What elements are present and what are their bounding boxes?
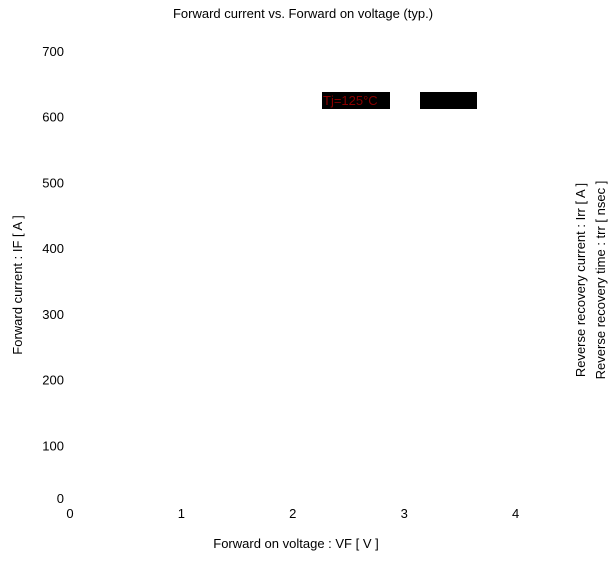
y-tick-label: 300 bbox=[42, 307, 64, 322]
y-tick-label: 100 bbox=[42, 438, 64, 453]
y-tick-label: 700 bbox=[42, 44, 64, 59]
x-tick-label: 3 bbox=[401, 506, 408, 521]
y-axis-tick-labels: 0 100 200 300 400 500 600 700 bbox=[42, 44, 64, 506]
x-axis-tick-labels: 0 1 2 3 4 bbox=[66, 506, 519, 521]
y-axis-label: Forward current : IF [ A ] bbox=[10, 215, 25, 354]
legend: Tj=125°C bbox=[322, 92, 477, 109]
y-tick-label: 600 bbox=[42, 110, 64, 125]
y-tick-label: 0 bbox=[57, 491, 64, 506]
chart-title: Forward current vs. Forward on voltage (… bbox=[173, 6, 433, 21]
y-tick-label: 200 bbox=[42, 373, 64, 388]
x-tick-label: 0 bbox=[66, 506, 73, 521]
y2-axis-label-irr: Reverse recovery current : Irr [ A ] bbox=[573, 183, 588, 377]
legend-label: Tj=125°C bbox=[323, 93, 378, 108]
x-tick-label: 4 bbox=[512, 506, 519, 521]
y-tick-label: 400 bbox=[42, 241, 64, 256]
x-axis-label: Forward on voltage : VF [ V ] bbox=[213, 536, 378, 551]
x-tick-label: 2 bbox=[289, 506, 296, 521]
y2-axis-label-trr: Reverse recovery time : trr [ nsec ] bbox=[593, 181, 608, 380]
y-tick-label: 500 bbox=[42, 175, 64, 190]
chart-titles: Forward current vs. Forward on voltage (… bbox=[10, 6, 608, 551]
legend-swatch bbox=[322, 92, 390, 109]
x-tick-label: 1 bbox=[178, 506, 185, 521]
legend-swatch bbox=[420, 92, 477, 109]
